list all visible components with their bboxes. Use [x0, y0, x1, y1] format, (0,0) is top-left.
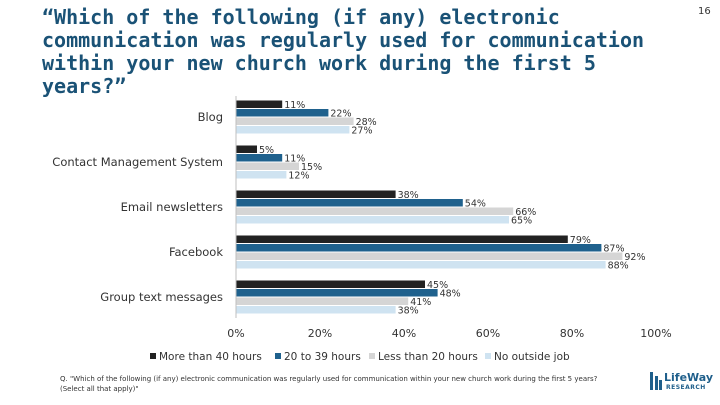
data-label-contact-management-system-20-to-39-hours: 11%	[284, 154, 305, 165]
data-label-facebook-less-than-20-hours: 92%	[624, 252, 645, 263]
lifeway-research-logo: LifeWay RESEARCH	[650, 364, 714, 402]
data-label-group-text-messages-less-than-20-hours: 41%	[410, 297, 431, 308]
x-tick-label-3: 60%	[476, 327, 500, 340]
category-label-facebook: Facebook	[169, 245, 223, 259]
legend-label-less-than-20-hours: Less than 20 hours	[378, 351, 478, 363]
legend-label-no-outside-job: No outside job	[494, 351, 570, 363]
category-label-blog: Blog	[198, 110, 223, 124]
bar-email-newsletters-more-than-40-hours	[236, 190, 396, 198]
bar-group-text-messages-no-outside-job	[236, 306, 396, 314]
bar-facebook-more-than-40-hours	[236, 235, 568, 243]
logo-text-secondary: RESEARCH	[666, 384, 706, 391]
data-label-email-newsletters-20-to-39-hours: 54%	[465, 199, 486, 210]
bar-group-text-messages-20-to-39-hours	[236, 289, 438, 297]
bar-blog-20-to-39-hours	[236, 109, 329, 117]
data-label-contact-management-system-more-than-40-hours: 5%	[259, 145, 274, 156]
page-number: 16	[698, 6, 711, 17]
legend-label-20-to-39-hours: 20 to 39 hours	[284, 351, 361, 363]
bar-email-newsletters-20-to-39-hours	[236, 199, 463, 207]
data-label-email-newsletters-more-than-40-hours: 38%	[398, 190, 419, 201]
data-label-facebook-no-outside-job: 88%	[608, 261, 629, 272]
x-tick-label-0: 0%	[227, 327, 244, 340]
bar-blog-less-than-20-hours	[236, 117, 354, 125]
data-label-facebook-more-than-40-hours: 79%	[570, 235, 591, 246]
data-label-contact-management-system-no-outside-job: 12%	[288, 171, 309, 182]
bar-facebook-no-outside-job	[236, 261, 606, 269]
legend-swatch-no-outside-job	[485, 353, 491, 359]
slide-title: “Which of the following (if any) electro…	[42, 5, 645, 98]
data-label-blog-no-outside-job: 27%	[351, 126, 372, 137]
bar-contact-management-system-less-than-20-hours	[236, 162, 299, 170]
bar-contact-management-system-20-to-39-hours	[236, 154, 283, 162]
legend-swatch-less-than-20-hours	[369, 353, 375, 359]
category-label-contact-management-system: Contact Management System	[52, 155, 223, 169]
category-label-email-newsletters: Email newsletters	[121, 200, 223, 214]
bar-group-text-messages-less-than-20-hours	[236, 297, 409, 305]
legend-swatch-20-to-39-hours	[275, 353, 281, 359]
x-tick-label-4: 80%	[560, 327, 584, 340]
data-label-contact-management-system-less-than-20-hours: 15%	[301, 162, 322, 173]
bar-blog-more-than-40-hours	[236, 100, 283, 108]
bar-blog-no-outside-job	[236, 126, 350, 134]
bar-facebook-less-than-20-hours	[236, 252, 623, 260]
data-label-group-text-messages-more-than-40-hours: 45%	[427, 280, 448, 291]
data-label-email-newsletters-no-outside-job: 65%	[511, 216, 532, 227]
data-label-blog-20-to-39-hours: 22%	[330, 109, 351, 120]
x-tick-label-5: 100%	[640, 327, 671, 340]
data-label-facebook-20-to-39-hours: 87%	[603, 244, 624, 255]
legend-swatch-more-than-40-hours	[150, 353, 156, 359]
bar-group-text-messages-more-than-40-hours	[236, 280, 425, 288]
data-label-blog-more-than-40-hours: 11%	[284, 100, 305, 111]
bar-contact-management-system-more-than-40-hours	[236, 145, 257, 153]
logo-mark-icon	[650, 372, 662, 390]
x-tick-label-2: 40%	[392, 327, 416, 340]
logo-text-primary: LifeWay	[664, 371, 714, 384]
question-footnote: Q. "Which of the following (if any) elec…	[60, 375, 598, 393]
bar-email-newsletters-less-than-20-hours	[236, 207, 514, 215]
category-label-group-text-messages: Group text messages	[100, 290, 223, 304]
bar-facebook-20-to-39-hours	[236, 244, 602, 252]
data-label-email-newsletters-less-than-20-hours: 66%	[515, 207, 536, 218]
data-label-group-text-messages-no-outside-job: 38%	[398, 306, 419, 317]
data-label-blog-less-than-20-hours: 28%	[356, 117, 377, 128]
data-label-group-text-messages-20-to-39-hours: 48%	[440, 289, 461, 300]
bar-email-newsletters-no-outside-job	[236, 216, 509, 224]
x-tick-label-1: 20%	[308, 327, 332, 340]
bar-contact-management-system-no-outside-job	[236, 171, 287, 179]
legend-label-more-than-40-hours: More than 40 hours	[159, 351, 262, 363]
